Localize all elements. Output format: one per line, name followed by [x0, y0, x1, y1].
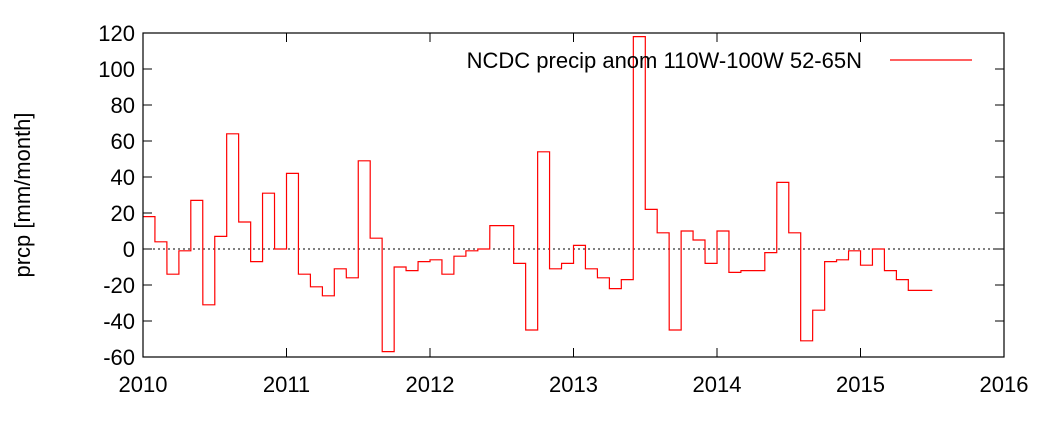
y-tick-label: 20: [111, 201, 135, 226]
x-tick-label: 2015: [836, 372, 885, 397]
legend-label: NCDC precip anom 110W-100W 52-65N: [467, 48, 862, 73]
x-tick-label: 2013: [549, 372, 598, 397]
y-tick-label: 40: [111, 165, 135, 190]
y-tick-label: 120: [98, 21, 135, 46]
series-layer: [143, 36, 933, 353]
x-tick-label: 2011: [263, 372, 310, 397]
y-axis-title: prcp [mm/month]: [10, 112, 35, 277]
y-tick-label: -20: [103, 273, 135, 298]
y-tick-label: 80: [111, 93, 135, 118]
y-tick-label: -60: [103, 345, 135, 370]
y-tick-label: 0: [123, 237, 135, 262]
x-tick-label: 2016: [980, 372, 1029, 397]
x-tick-label: 2010: [119, 372, 168, 397]
series-line: [143, 36, 933, 353]
axis-ticks: -60 -40 -20 0 20 40 60 80 100 120 2010 2011 2012 2013…: [98, 21, 1028, 397]
legend: NCDC precip anom 110W-100W 52-65N: [467, 48, 972, 73]
y-tick-label: 60: [111, 129, 135, 154]
x-tick-label: 2012: [406, 372, 455, 397]
y-tick-label: -40: [103, 309, 135, 334]
y-tick-label: 100: [98, 57, 135, 82]
x-tick-label: 2014: [693, 372, 742, 397]
plot-frame: [142, 32, 1005, 358]
